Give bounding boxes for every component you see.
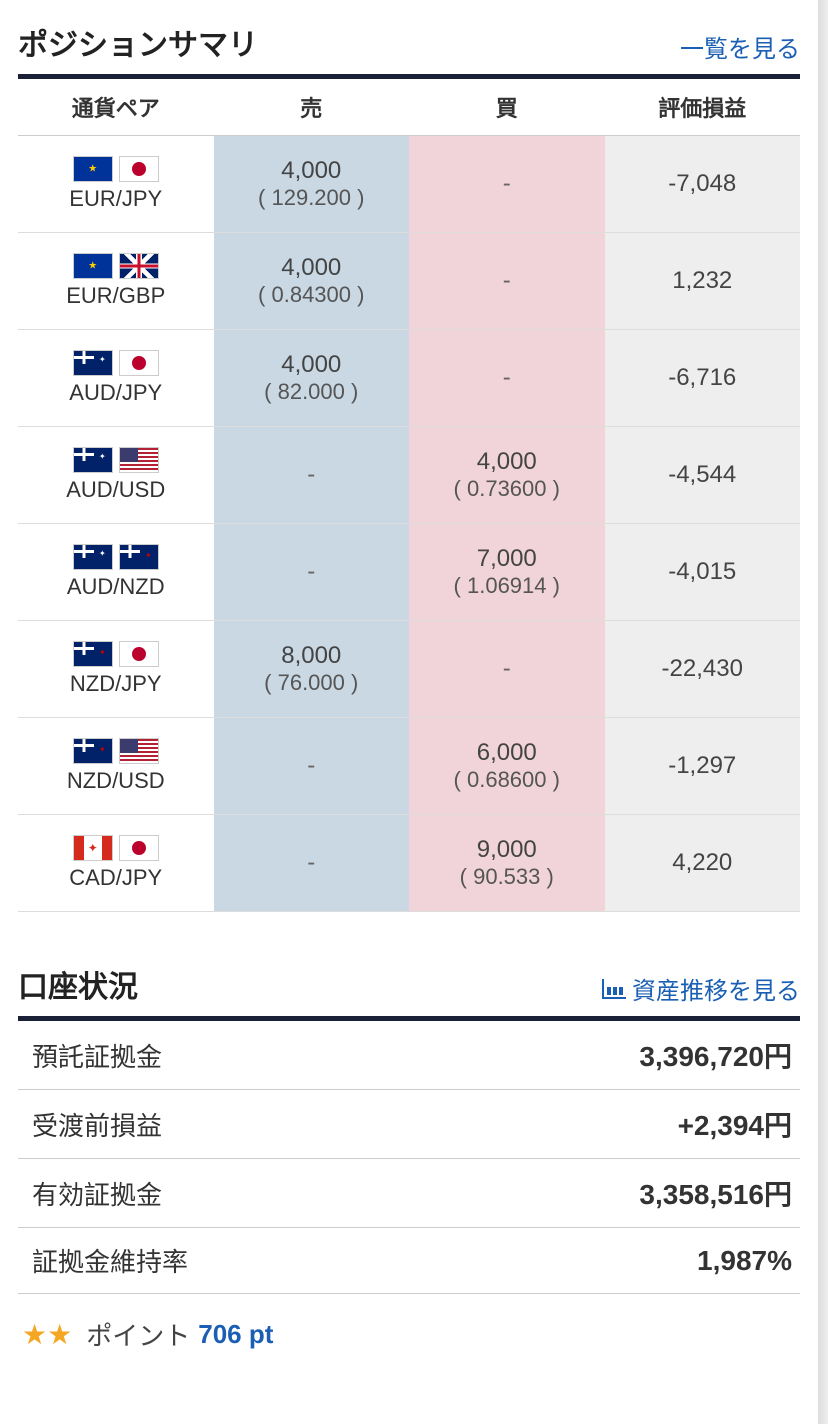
pair-label: EUR/GBP <box>22 283 210 309</box>
buy-cell: 4,000( 0.73600 ) <box>409 427 605 524</box>
account-row: 証拠金維持率1,987% <box>18 1228 800 1294</box>
pl-cell: -6,716 <box>605 330 801 427</box>
pair-cell: CAD/JPY <box>18 815 214 912</box>
account-row: 預託証拠金3,396,720円 <box>18 1021 800 1090</box>
positions-link-label: 一覧を見る <box>680 29 800 64</box>
points-label: ポイント <box>86 1316 190 1353</box>
account-row-value: 1,987% <box>420 1228 800 1294</box>
pair-label: AUD/JPY <box>22 380 210 406</box>
points-value: 706 pt <box>198 1319 273 1350</box>
pair-label: AUD/NZD <box>22 574 210 600</box>
pair-cell: EUR/JPY <box>18 136 214 233</box>
table-row[interactable]: EUR/JPY4,000( 129.200 )--7,048 <box>18 136 800 233</box>
ca-flag-icon <box>73 835 113 861</box>
table-row[interactable]: EUR/GBP4,000( 0.84300 )-1,232 <box>18 233 800 330</box>
sell-cell: 4,000( 82.000 ) <box>214 330 410 427</box>
pl-cell: -4,544 <box>605 427 801 524</box>
star-icon: ★ <box>47 1319 72 1350</box>
pair-cell: AUD/USD <box>18 427 214 524</box>
positions-header: ポジションサマリ 一覧を見る <box>18 20 800 64</box>
account-section: 口座状況 資産推移を見る 預託証拠金3,396,720円受渡前損益+2,394円… <box>18 962 800 1353</box>
star-icon: ★ <box>22 1319 47 1350</box>
buy-cell: - <box>409 330 605 427</box>
pair-cell: NZD/USD <box>18 718 214 815</box>
buy-cell: 6,000( 0.68600 ) <box>409 718 605 815</box>
header-buy: 買 <box>409 79 605 136</box>
pair-label: EUR/JPY <box>22 186 210 212</box>
jp-flag-icon <box>119 641 159 667</box>
table-row[interactable]: NZD/USD-6,000( 0.68600 )-1,297 <box>18 718 800 815</box>
au-flag-icon <box>73 544 113 570</box>
pair-label: NZD/USD <box>22 768 210 794</box>
account-link-label: 資産推移を見る <box>632 971 800 1006</box>
account-row: 有効証拠金3,358,516円 <box>18 1159 800 1228</box>
account-row-label: 有効証拠金 <box>18 1159 420 1228</box>
pl-cell: -1,297 <box>605 718 801 815</box>
table-row[interactable]: AUD/NZD-7,000( 1.06914 )-4,015 <box>18 524 800 621</box>
nz-flag-icon <box>119 544 159 570</box>
pl-cell: -7,048 <box>605 136 801 233</box>
pl-cell: -22,430 <box>605 621 801 718</box>
pl-cell: -4,015 <box>605 524 801 621</box>
account-row-value: +2,394円 <box>420 1090 800 1159</box>
table-row[interactable]: AUD/JPY4,000( 82.000 )--6,716 <box>18 330 800 427</box>
eu-flag-icon <box>73 156 113 182</box>
sell-cell: 4,000( 0.84300 ) <box>214 233 410 330</box>
sell-cell: - <box>214 815 410 912</box>
positions-title: ポジションサマリ <box>18 20 258 64</box>
account-row-label: 預託証拠金 <box>18 1021 420 1090</box>
header-sell: 売 <box>214 79 410 136</box>
jp-flag-icon <box>119 350 159 376</box>
pair-cell: AUD/NZD <box>18 524 214 621</box>
sell-cell: - <box>214 524 410 621</box>
us-flag-icon <box>119 447 159 473</box>
au-flag-icon <box>73 350 113 376</box>
table-row[interactable]: AUD/USD-4,000( 0.73600 )-4,544 <box>18 427 800 524</box>
pair-label: CAD/JPY <box>22 865 210 891</box>
us-flag-icon <box>119 738 159 764</box>
pair-cell: NZD/JPY <box>18 621 214 718</box>
nz-flag-icon <box>73 641 113 667</box>
buy-cell: 9,000( 90.533 ) <box>409 815 605 912</box>
eu-flag-icon <box>73 253 113 279</box>
sell-cell: 4,000( 129.200 ) <box>214 136 410 233</box>
account-table: 預託証拠金3,396,720円受渡前損益+2,394円有効証拠金3,358,51… <box>18 1021 800 1294</box>
table-row[interactable]: CAD/JPY-9,000( 90.533 )4,220 <box>18 815 800 912</box>
right-edge-shadow <box>818 0 828 1424</box>
buy-cell: - <box>409 233 605 330</box>
chart-icon <box>602 979 626 999</box>
pair-label: NZD/JPY <box>22 671 210 697</box>
sell-cell: - <box>214 427 410 524</box>
jp-flag-icon <box>119 156 159 182</box>
buy-cell: - <box>409 136 605 233</box>
nz-flag-icon <box>73 738 113 764</box>
buy-cell: 7,000( 1.06914 ) <box>409 524 605 621</box>
sell-cell: - <box>214 718 410 815</box>
header-pair: 通貨ペア <box>18 79 214 136</box>
jp-flag-icon <box>119 835 159 861</box>
au-flag-icon <box>73 447 113 473</box>
account-history-link[interactable]: 資産推移を見る <box>602 971 800 1006</box>
sell-cell: 8,000( 76.000 ) <box>214 621 410 718</box>
pair-cell: EUR/GBP <box>18 233 214 330</box>
account-title: 口座状況 <box>18 962 138 1006</box>
positions-view-all-link[interactable]: 一覧を見る <box>680 29 800 64</box>
account-row-value: 3,358,516円 <box>420 1159 800 1228</box>
positions-table: 通貨ペア 売 買 評価損益 EUR/JPY4,000( 129.200 )--7… <box>18 79 800 912</box>
pair-cell: AUD/JPY <box>18 330 214 427</box>
pl-cell: 1,232 <box>605 233 801 330</box>
buy-cell: - <box>409 621 605 718</box>
pl-cell: 4,220 <box>605 815 801 912</box>
points-row[interactable]: ★★ ポイント 706 pt <box>18 1316 800 1353</box>
account-row-label: 証拠金維持率 <box>18 1228 420 1294</box>
account-row-value: 3,396,720円 <box>420 1021 800 1090</box>
account-row: 受渡前損益+2,394円 <box>18 1090 800 1159</box>
pair-label: AUD/USD <box>22 477 210 503</box>
header-pl: 評価損益 <box>605 79 801 136</box>
table-row[interactable]: NZD/JPY8,000( 76.000 )--22,430 <box>18 621 800 718</box>
gb-flag-icon <box>119 253 159 279</box>
account-row-label: 受渡前損益 <box>18 1090 420 1159</box>
